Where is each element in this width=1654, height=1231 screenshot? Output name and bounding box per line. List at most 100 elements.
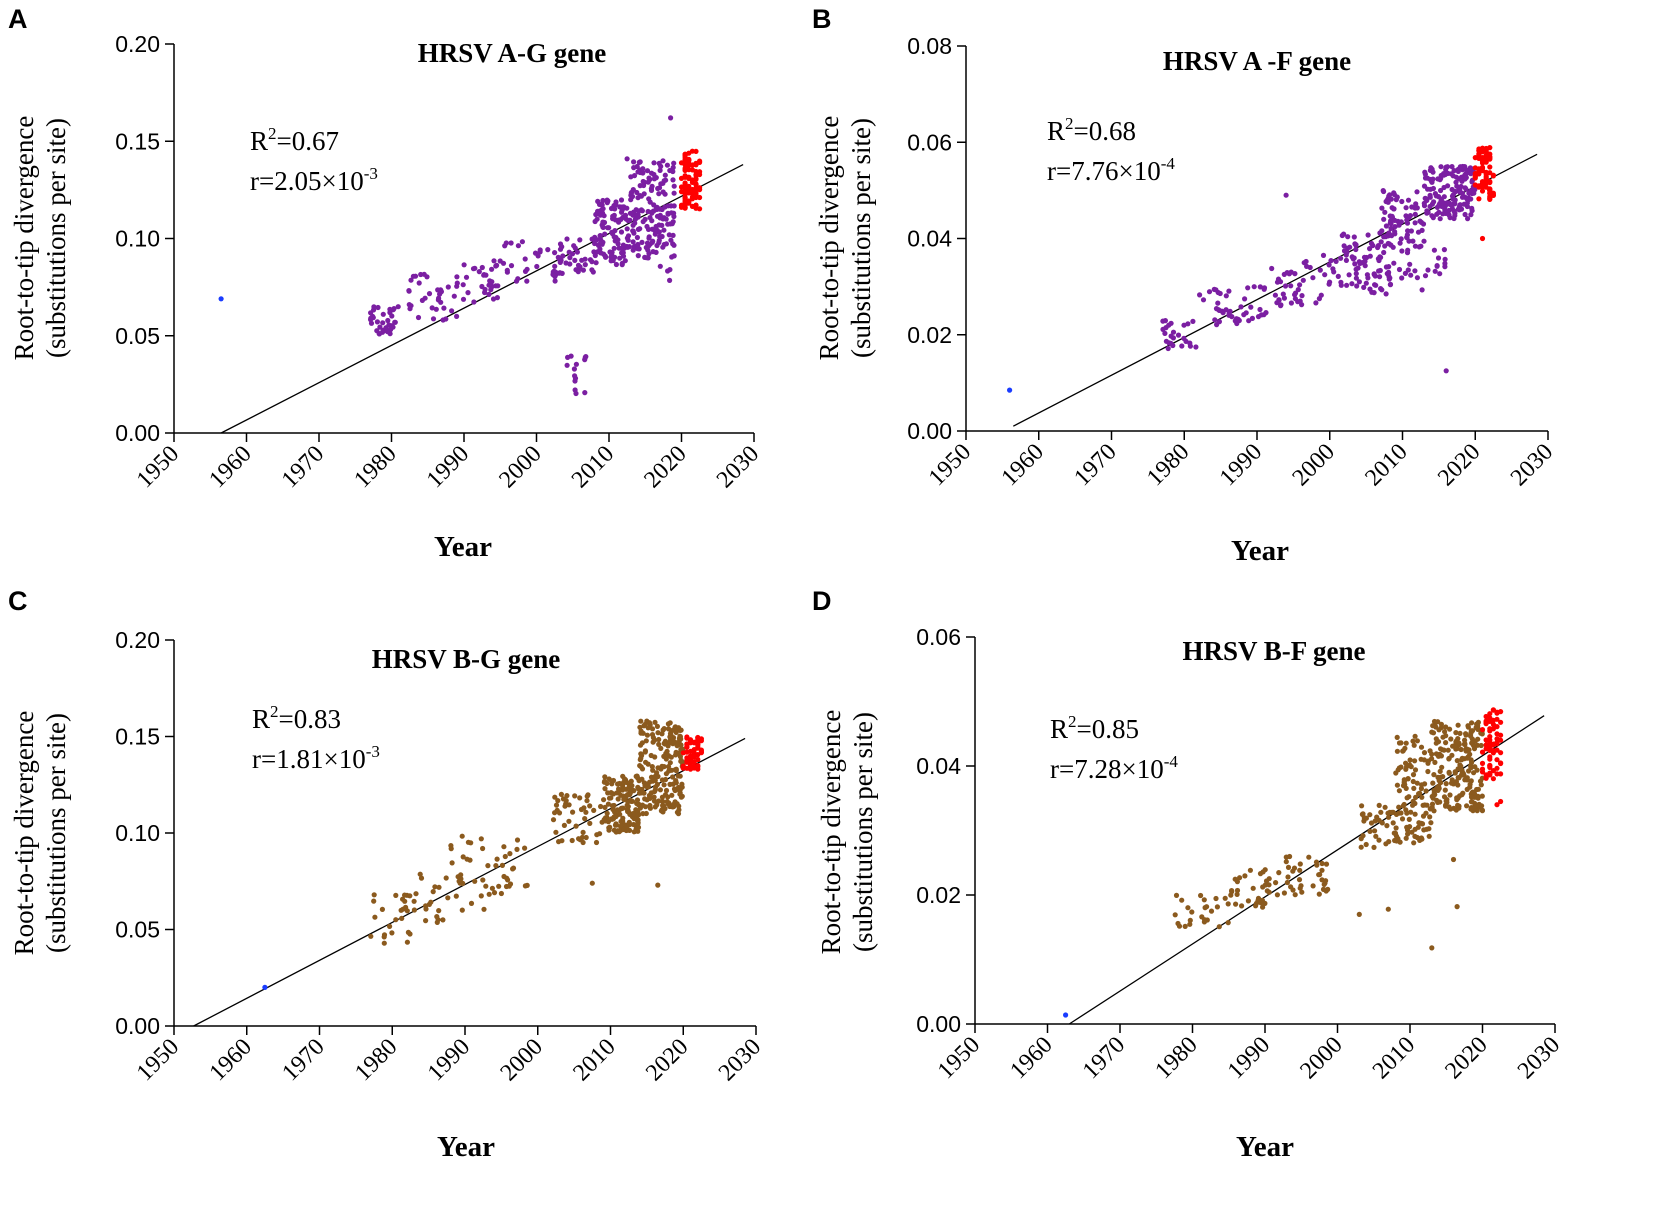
data-point	[667, 267, 673, 273]
data-point	[1471, 190, 1477, 196]
data-point	[390, 324, 396, 330]
data-point	[635, 226, 642, 232]
y-tick-label: 0.15	[115, 724, 160, 750]
data-point	[610, 257, 616, 264]
data-point	[1413, 201, 1419, 207]
recent-data-point	[1498, 760, 1504, 767]
data-point	[524, 266, 530, 272]
data-point	[591, 807, 597, 814]
y-tick-label: 0.00	[907, 418, 952, 444]
data-point	[1399, 198, 1405, 205]
data-point	[1403, 807, 1409, 813]
data-point	[1300, 277, 1306, 283]
data-point	[1280, 291, 1286, 297]
data-point	[433, 306, 439, 312]
data-point	[1190, 318, 1196, 324]
data-point	[1410, 802, 1416, 808]
data-point	[618, 229, 625, 235]
y-axis-label-line1: Root-to-tip divergence	[9, 711, 39, 956]
data-point	[1296, 877, 1303, 883]
data-point	[662, 792, 669, 798]
y-tick-label: 0.04	[907, 226, 952, 252]
data-point	[1400, 748, 1406, 754]
data-point	[1453, 779, 1459, 785]
data-point	[668, 740, 674, 746]
rate-value: r=7.76×10	[1047, 156, 1161, 186]
recent-data-point	[1498, 771, 1504, 777]
chart-panel-c: 0.00 0.05 0.10 0.15 0.20 1950 1960 1970 1980 1990…	[9, 627, 766, 1163]
x-tick-label: 1980	[1150, 1032, 1202, 1084]
data-point	[1365, 232, 1371, 238]
data-point	[651, 794, 657, 800]
data-point	[1439, 203, 1445, 209]
y-tick-label: 0.20	[115, 627, 160, 653]
data-point	[669, 767, 675, 773]
data-point	[1389, 213, 1395, 219]
data-point	[483, 883, 489, 889]
data-point	[1414, 738, 1420, 744]
recent-data-point	[1479, 727, 1486, 733]
chart-panel-b: 0.00 0.02 0.04 0.06 0.08 1950 1960 1970 1980 1990…	[814, 33, 1558, 567]
data-point	[1440, 734, 1446, 740]
data-point	[1429, 801, 1436, 807]
recent-data-point	[1494, 757, 1500, 763]
data-point	[600, 219, 606, 225]
data-point	[501, 873, 507, 880]
data-point	[1430, 169, 1436, 175]
recent-data-point	[1487, 196, 1493, 202]
data-point	[1436, 783, 1442, 789]
data-point	[1217, 290, 1223, 297]
recent-data-point	[1487, 164, 1493, 170]
y-tick-label: 0.02	[916, 882, 961, 908]
data-point	[1338, 255, 1344, 261]
x-tick-label: 1970	[1069, 439, 1121, 491]
data-point	[1260, 904, 1266, 910]
data-point	[1179, 897, 1185, 903]
data-point	[677, 734, 684, 740]
data-point	[589, 267, 595, 273]
data-point	[670, 801, 677, 808]
data-point	[632, 811, 639, 817]
data-point	[660, 244, 666, 250]
data-point	[649, 726, 656, 732]
recent-data-point	[1483, 713, 1489, 720]
data-point	[594, 237, 600, 243]
rate-exponent: -4	[1161, 154, 1176, 173]
data-point	[486, 891, 492, 897]
data-point	[1403, 205, 1409, 211]
data-point	[1432, 759, 1438, 766]
data-point	[1245, 285, 1251, 291]
data-point	[1278, 303, 1284, 309]
r2-superscript: 2	[270, 702, 279, 721]
data-point	[1365, 275, 1371, 281]
data-point	[555, 798, 561, 804]
data-point	[379, 329, 386, 335]
data-point	[564, 236, 570, 242]
data-point	[592, 218, 598, 225]
data-point	[643, 759, 649, 765]
data-point	[1397, 240, 1403, 246]
data-point	[1479, 793, 1485, 799]
data-point	[1440, 211, 1446, 217]
r2-value: =0.68	[1074, 116, 1136, 146]
recent-data-point	[684, 741, 690, 747]
data-point	[657, 263, 663, 269]
data-point	[624, 792, 631, 798]
data-point	[651, 798, 658, 804]
data-point	[1284, 879, 1290, 886]
chart-title: HRSV B-F gene	[1182, 636, 1365, 666]
data-point	[1403, 740, 1409, 746]
data-point	[1407, 213, 1413, 219]
data-point	[1172, 912, 1178, 918]
chart-title: HRSV B-G gene	[372, 644, 561, 674]
data-point	[1437, 271, 1443, 277]
data-point	[630, 247, 636, 253]
data-point	[663, 241, 670, 247]
data-point	[399, 915, 405, 922]
data-point	[1421, 203, 1428, 209]
rate-exponent: -4	[1164, 752, 1179, 771]
data-point	[635, 246, 641, 252]
data-point	[1367, 246, 1373, 252]
data-point	[1427, 814, 1433, 820]
recent-data-point	[1476, 196, 1482, 202]
